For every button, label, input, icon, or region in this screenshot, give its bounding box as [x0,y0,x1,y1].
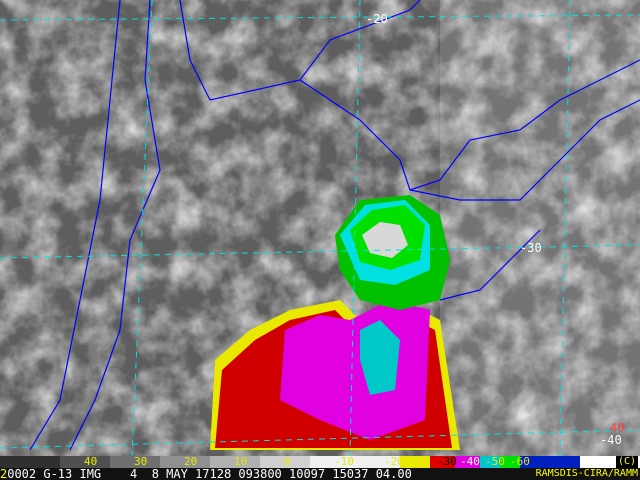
colorbar-label: -30 [437,455,457,468]
colorbar-label: -10 [334,455,354,468]
colorbar-label: -60 [510,455,530,468]
info-bar: 20002 G-13 IMG 4 8 MAY 17128 093800 1009… [0,468,640,480]
temperature-colorbar [0,456,640,468]
latitude-label-bottom: -40 [600,433,622,447]
colorbar-segment [160,456,210,468]
colorbar-segment [0,456,60,468]
colorbar-segment [260,456,310,468]
lat-lon-grid [0,0,640,456]
colorbar-segment [110,456,160,468]
colorbar-label: 10 [234,455,248,468]
colorbar-label: 30 [134,455,148,468]
colorbar-segment [430,456,455,468]
colorbar-label: -20 [384,455,404,468]
credit-label: RAMSDIS-CIRA/RAMM [535,468,638,479]
colorbar-segment [60,456,110,468]
colorbar-label: 0 [284,455,291,468]
colorbar-segment [400,456,430,468]
latitude-label-mid: -30 [520,241,542,255]
storm-system [210,195,460,450]
colorbar-segment [455,456,480,468]
colorbar-label: 20 [184,455,198,468]
copyright-label: (C) [615,456,638,468]
colorbar-label: -40 [460,455,480,468]
colorbar-label: 40 [84,455,98,468]
image-info-text: 0002 G-13 IMG 4 8 MAY 17128 093800 10097… [7,467,412,480]
colorbar-label: -50 [485,455,505,468]
colorbar-segment [310,456,400,468]
latitude-label-top: -20 [366,12,388,26]
satellite-map [0,0,640,456]
colorbar-segment [210,456,260,468]
frame-number: 2 [0,467,8,480]
political-borders [29,0,640,451]
latitude-label-red: 40 [610,421,625,435]
colorbar-segment [500,456,520,468]
colorbar-segment [520,456,580,468]
colorbar-segment [480,456,500,468]
